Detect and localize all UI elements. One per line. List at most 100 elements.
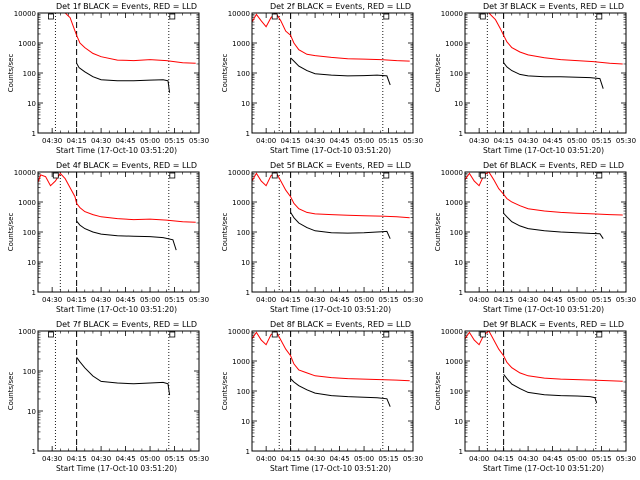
y-axis-label: Counts/sec (221, 372, 229, 411)
chart-panel-det-2: Det 2f BLACK = Events, RED = LLD Counts/s… (221, 2, 423, 155)
x-axis-label: Start Time (17-Oct-10 03:51:20) (483, 464, 604, 473)
lld-series-line (38, 13, 196, 64)
corner-square-icon (169, 13, 176, 20)
y-tick-label: 1 (32, 130, 36, 138)
chart-title: Det 6f BLACK = Events, RED = LLD (483, 161, 624, 170)
lld-series-line (465, 13, 623, 65)
x-tick-label: 04:30 (305, 455, 325, 463)
x-tick-label: 05:30 (189, 137, 209, 145)
chart-title: Det 4f BLACK = Events, RED = LLD (56, 161, 197, 170)
events-series-line (290, 212, 391, 239)
x-tick-label: 04:15 (281, 137, 301, 145)
x-tick-label: 05:30 (616, 137, 636, 145)
x-tick-label: 04:15 (67, 455, 87, 463)
x-tick-label: 04:00 (469, 455, 489, 463)
y-tick-label: 10 (27, 408, 36, 416)
y-axis-label: Counts/sec (434, 54, 442, 93)
x-axis-label: Start Time (17-Oct-10 03:51:20) (56, 464, 177, 473)
y-tick-label: 1000 (445, 199, 463, 207)
corner-square-icon (596, 172, 603, 179)
y-tick-label: 1 (246, 130, 250, 138)
x-tick-label: 05:30 (616, 296, 636, 304)
chart-title: Det 1f BLACK = Events, RED = LLD (56, 2, 197, 11)
chart-title: Det 5f BLACK = Events, RED = LLD (270, 161, 411, 170)
y-tick-label: 10000 (14, 10, 36, 18)
events-series-line (76, 357, 171, 396)
plot-frame (37, 330, 200, 452)
x-axis-label: Start Time (17-Oct-10 03:51:20) (270, 146, 391, 155)
y-tick-label: 10 (241, 100, 250, 108)
y-axis-label: Counts/sec (221, 54, 229, 93)
chart-title: Det 9f BLACK = Events, RED = LLD (483, 320, 624, 329)
x-tick-label: 04:15 (67, 137, 87, 145)
corner-square-icon (271, 331, 278, 338)
y-axis-label: Counts/sec (434, 213, 442, 252)
y-tick-label: 1000 (232, 358, 250, 366)
lld-series-line (252, 13, 410, 62)
x-tick-label: 05:15 (591, 455, 611, 463)
y-tick-label: 10000 (441, 328, 463, 336)
chart-panel-det-8: Det 8f BLACK = Events, RED = LLD Counts/s… (221, 320, 423, 473)
x-tick-label: 04:30 (305, 296, 325, 304)
x-tick-label: 04:45 (542, 296, 562, 304)
y-tick-label: 100 (450, 70, 463, 78)
x-tick-label: 04:45 (115, 137, 135, 145)
y-tick-label: 10 (454, 100, 463, 108)
y-axis-label: Counts/sec (434, 372, 442, 411)
y-axis-label: Counts/sec (7, 54, 15, 93)
plot-frame (464, 171, 627, 293)
x-tick-label: 05:15 (164, 296, 184, 304)
y-tick-label: 1000 (445, 40, 463, 48)
y-tick-label: 1 (246, 448, 250, 456)
corner-square-icon (52, 172, 59, 179)
corner-square-icon (48, 331, 54, 338)
corner-square-icon (383, 331, 390, 338)
events-series-line (503, 62, 604, 89)
x-tick-label: 04:15 (281, 296, 301, 304)
x-tick-label: 05:00 (354, 137, 374, 145)
y-tick-label: 1 (459, 289, 463, 297)
x-tick-label: 04:45 (542, 455, 562, 463)
events-series-line (290, 378, 391, 407)
x-tick-label: 04:45 (329, 137, 349, 145)
x-tick-label: 04:45 (542, 137, 562, 145)
x-axis-label: Start Time (17-Oct-10 03:51:20) (483, 305, 604, 314)
y-axis-label: Counts/sec (221, 213, 229, 252)
events-series-line (76, 63, 171, 93)
y-tick-label: 10 (454, 259, 463, 267)
y-tick-label: 100 (237, 229, 250, 237)
y-axis-label: Counts/sec (7, 213, 15, 252)
y-tick-label: 10000 (228, 10, 250, 18)
x-tick-label: 04:30 (518, 455, 538, 463)
events-series-line (76, 220, 177, 251)
x-tick-label: 04:30 (91, 296, 111, 304)
y-tick-label: 10 (27, 259, 36, 267)
chart-panel-det-5: Det 5f BLACK = Events, RED = LLD Counts/s… (221, 161, 423, 314)
x-tick-label: 04:30 (518, 296, 538, 304)
y-tick-label: 1 (459, 130, 463, 138)
corner-square-icon (479, 13, 486, 20)
chart-panel-det-1: Det 1f BLACK = Events, RED = LLD Counts/s… (7, 2, 209, 155)
x-tick-label: 04:30 (518, 137, 538, 145)
x-tick-label: 04:00 (256, 137, 276, 145)
corner-square-icon (479, 172, 486, 179)
y-tick-label: 1000 (18, 40, 36, 48)
x-tick-label: 05:15 (591, 137, 611, 145)
y-tick-label: 100 (237, 70, 250, 78)
lld-series-line (252, 172, 410, 219)
y-tick-label: 10 (241, 259, 250, 267)
x-tick-label: 05:15 (378, 296, 398, 304)
x-tick-label: 05:00 (567, 137, 587, 145)
y-tick-label: 10 (241, 418, 250, 426)
y-axis-label: Counts/sec (7, 372, 15, 411)
plot-frame (251, 330, 414, 452)
y-tick-label: 10000 (441, 169, 463, 177)
corner-square-icon (271, 172, 278, 179)
x-tick-label: 05:30 (403, 137, 423, 145)
x-tick-label: 05:00 (354, 455, 374, 463)
x-tick-label: 04:15 (281, 455, 301, 463)
y-tick-label: 1000 (18, 199, 36, 207)
corner-square-icon (48, 13, 54, 20)
x-axis-label: Start Time (17-Oct-10 03:51:20) (56, 305, 177, 314)
